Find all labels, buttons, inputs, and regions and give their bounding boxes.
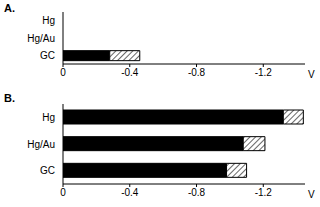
svg-text:GC: GC — [40, 165, 55, 176]
svg-text:-0.8: -0.8 — [188, 67, 206, 78]
svg-text:Hg/Au: Hg/Au — [27, 33, 55, 44]
svg-text:0: 0 — [60, 187, 66, 198]
svg-text:Hg/Au: Hg/Au — [27, 139, 55, 150]
html-text:A.: A. — [4, 2, 15, 14]
svg-text:-0.4: -0.4 — [121, 187, 139, 198]
svg-text:-0.4: -0.4 — [121, 67, 139, 78]
svg-text:-0.8: -0.8 — [188, 187, 206, 198]
svg-text:V: V — [308, 189, 312, 200]
svg-text:0: 0 — [60, 67, 66, 78]
svg-text:Hg: Hg — [42, 15, 55, 26]
svg-text:GC: GC — [40, 50, 55, 61]
html-text:B.: B. — [4, 92, 15, 104]
svg-text:V: V — [308, 69, 312, 80]
svg-text:-1.2: -1.2 — [255, 67, 273, 78]
svg-text:Hg: Hg — [42, 112, 55, 123]
svg-text:-1.2: -1.2 — [255, 187, 273, 198]
